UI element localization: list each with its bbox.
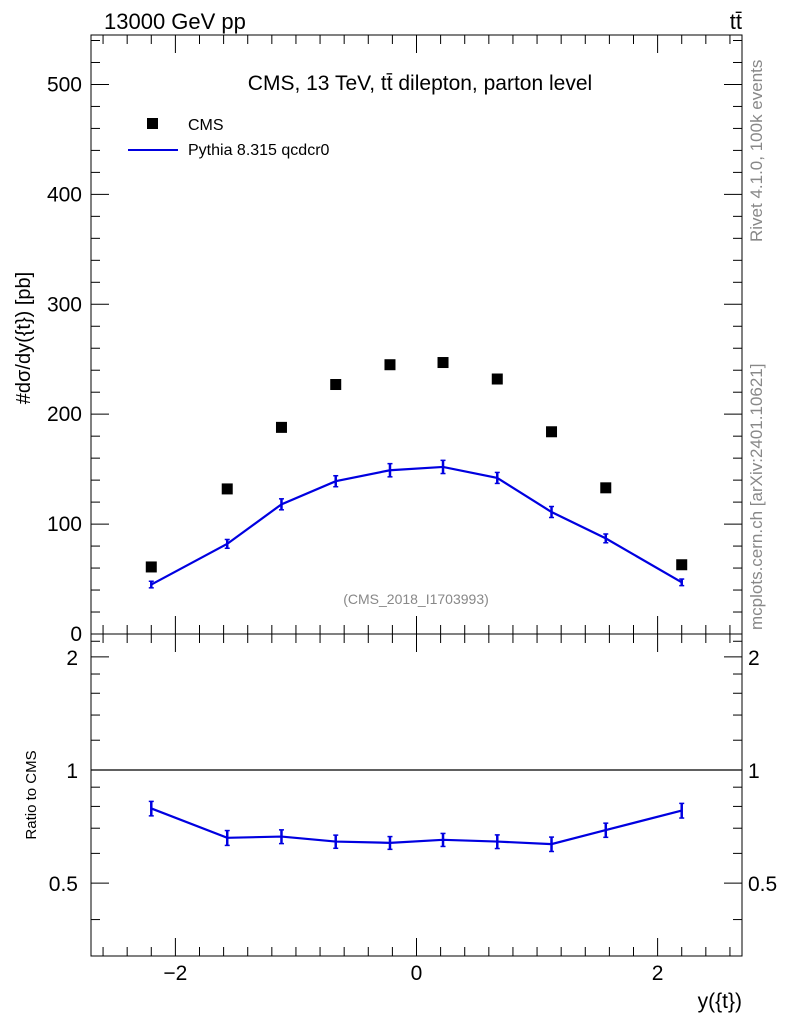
pythia-line [150,465,683,586]
x-tick-label: −2 [163,962,187,985]
cms-data-point [384,359,396,371]
cms-data-point [491,373,503,385]
ratio-frame [90,633,743,957]
cms-data-point [437,357,449,369]
ratio-y-tick-label: 0.5 [748,873,777,896]
x-tick-label: 2 [652,962,664,985]
rivet-label: Rivet 4.1.0, 100k events [747,60,766,242]
energy-label: 13000 GeV pp [104,9,246,34]
ratio-axis-ticks: −2 0 2 0.5 0.5 1 1 2 2 [49,634,777,985]
ratio-y-tick-label: 2 [66,647,78,670]
ratio-data-marks [148,800,685,853]
ratio-y-tick-label: 1 [66,760,78,783]
legend: CMS Pythia 8.315 qcdcr0 [128,117,330,159]
ratio-y-tick-label: 0.5 [49,873,78,896]
x-tick-label: 0 [411,962,423,985]
y-axis-label: #dσ/dy({t}) [pb] [13,272,35,404]
cms-data-point [145,561,157,573]
main-axis-ticks: 0 100 200 300 400 500 [47,35,742,646]
analysis-id: (CMS_2018_I1703993) [343,591,489,607]
cms-data-point [330,379,342,391]
ratio-y-tick-label: 1 [748,760,760,783]
process-label: tt̄ [730,9,742,34]
ratio-y-axis-label: Ratio to CMS [23,750,40,839]
legend-marker-cms [147,118,158,129]
x-axis-label: y({t}) [698,990,742,1013]
y-tick-label: 200 [47,403,82,426]
mcplots-label: mcplots.cern.ch [arXiv:2401.10621] [747,364,766,630]
cms-data-point [676,559,688,571]
main-data-marks [145,357,688,589]
y-tick-label: 100 [47,513,82,536]
y-tick-label: 400 [47,183,82,206]
y-tick-label: 0 [70,623,82,646]
ratio-y-tick-label: 2 [748,647,760,670]
legend-label-cms: CMS [188,117,224,134]
main-panel: 0 100 200 300 400 500 CMS, 13 TeV, tt̄ dilept… [13,34,743,646]
main-title: CMS, 13 TeV, tt̄ dilepton, parton level [248,72,592,95]
y-tick-label: 500 [47,73,82,96]
ratio-line [150,807,682,846]
cms-data-point [600,482,612,494]
cms-data-point [221,483,233,495]
cms-data-point [546,426,558,438]
cms-data-point [275,421,287,433]
y-tick-label: 300 [47,293,82,316]
ratio-panel: −2 0 2 0.5 0.5 1 1 2 2 Ratio to CMS y({t}) [23,633,777,1013]
legend-label-pythia: Pythia 8.315 qcdcr0 [188,142,330,159]
